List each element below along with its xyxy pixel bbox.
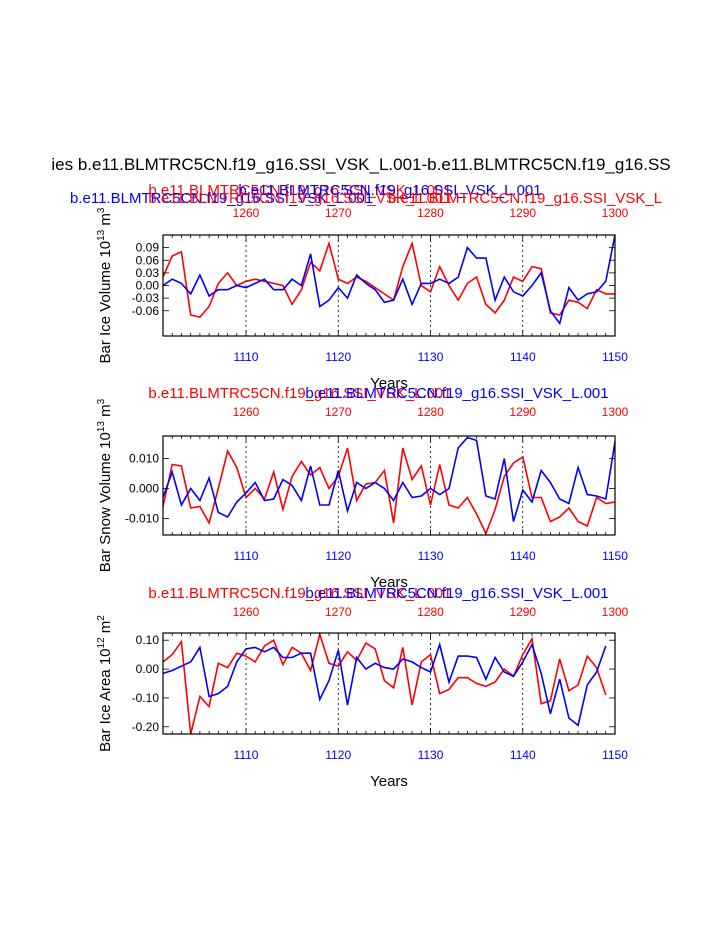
y-axis-label-exponent: 13 [96, 229, 107, 241]
top-tick-label: 1290 [509, 605, 536, 619]
x-tick-label: 1150 [602, 350, 628, 364]
x-tick-label: 1140 [510, 549, 536, 563]
top-tick-label: 1300 [602, 605, 629, 619]
panel-title-red: b.e11.BLMTRC5CN.f19_g16.SSI_VSK_L [388, 190, 662, 207]
y-axis-label-text: m [97, 213, 114, 230]
x-tick-label: 1110 [234, 350, 259, 364]
y-tick-label: 0.10 [136, 633, 160, 647]
series-line-red [162, 447, 616, 536]
top-tick-label: 1260 [233, 206, 260, 220]
chart-panel-3: 1110 1120 1130 1140 1150 1260 1270 1280 1290 1300… [96, 585, 629, 790]
series-line-blue [162, 641, 607, 727]
x-tick-label: 1120 [325, 549, 351, 563]
top-tick-label: 1260 [233, 605, 260, 619]
series-line-red [162, 631, 607, 735]
top-tick-label: 1270 [325, 405, 352, 419]
y-tick-label: 0.00 [136, 662, 160, 676]
y-axis-label-exponent: 3 [96, 207, 107, 213]
x-tick-label: 1140 [510, 748, 536, 762]
x-tick-label: 1150 [602, 748, 628, 762]
y-axis-label-exponent: 3 [96, 398, 107, 404]
panel-title: b.e11.BLMTRC5CN.f19_g16.SSI_VSK_L.001 [305, 585, 608, 602]
y-tick-label: 0.00 [136, 279, 160, 293]
panel-title: b.e11.BLMTRC5CN.f19_g16.SSI_VSK_L.001 [305, 385, 608, 402]
y-axis-label-exponent: 13 [96, 421, 107, 433]
top-tick-label: 1280 [417, 605, 444, 619]
x-tick-label: 1130 [418, 748, 444, 762]
y-tick-label: 0.000 [129, 482, 159, 496]
x-tick-label: 1130 [418, 549, 444, 563]
y-axis-label-text: Bar Ice Area 10 [97, 648, 114, 751]
x-tick-label: 1130 [418, 350, 444, 364]
y-axis-label-exponent: 2 [96, 615, 107, 621]
x-tick-label: 1120 [325, 350, 351, 364]
x-tick-label: 1140 [510, 350, 536, 364]
panel-title: b.e11.BLMTRC5CN.f19_g16.SSI_VSK_L.001 [148, 385, 451, 402]
x-tick-label: 1110 [234, 748, 259, 762]
y-axis-label: Bar Ice Volume 1013 m3 [96, 207, 114, 363]
top-tick-label: 1270 [325, 605, 352, 619]
top-tick-label: 1280 [417, 405, 444, 419]
panel-title: b.e11.BLMTRC5CN.f19_g16.SSI_VSK_L.001 [148, 190, 451, 207]
top-tick-label: 1290 [509, 206, 536, 220]
y-tick-label: -0.06 [132, 304, 160, 318]
series-line-blue [162, 234, 616, 326]
x-axis-label: Years [370, 773, 408, 790]
y-tick-label: 0.09 [136, 241, 160, 255]
y-tick-label: 0.010 [129, 452, 159, 466]
x-axis-label: Years [370, 574, 408, 591]
y-tick-label: -0.20 [132, 720, 160, 734]
y-tick-label: -0.010 [125, 512, 159, 526]
panel-title: b.e11.BLMTRC5CN.f19_g16.SSI_VSK_L.001 [238, 182, 541, 199]
top-tick-label: 1260 [233, 405, 260, 419]
chart-panel-1: 1110 1120 1130 1140 1150 1260 1270 1280 1290 1300… [70, 182, 662, 392]
top-tick-label: 1270 [325, 206, 352, 220]
top-tick-label: 1300 [602, 206, 629, 220]
y-axis-label-text: m [97, 404, 114, 421]
y-tick-label: 0.06 [136, 253, 160, 267]
top-tick-label: 1280 [417, 206, 444, 220]
panel-title-blue: b.e11.BLMTRC5CN.f19_g16.SSI_VSK_L.001 [70, 190, 373, 207]
plot-frame [162, 632, 616, 735]
y-axis-label: Bar Ice Area 1012 m2 [96, 615, 114, 752]
y-axis-label-text: Bar Ice Volume 10 [97, 241, 114, 364]
panel-title: b.e11.BLMTRC5CN.f19_g16.SSI_VSK_L.001 [148, 585, 451, 602]
x-tick-label: 1150 [602, 549, 628, 563]
x-axis-label: Years [370, 375, 408, 392]
top-tick-label: 1290 [509, 405, 536, 419]
chart-panel-2: 1110 1120 1130 1140 1150 1260 1270 1280 1290 1300… [96, 385, 629, 591]
x-tick-label: 1110 [234, 549, 259, 563]
y-tick-label: -0.10 [132, 691, 160, 705]
top-tick-label: 1300 [602, 405, 629, 419]
panel-title: b.e11.BLMTRC5CN.f19_g16.SSI_VSK_L.001 [148, 182, 451, 199]
page-title: ies b.e11.BLMTRC5CN.f19_g16.SSI_VSK_L.00… [51, 155, 670, 174]
series-line-red [162, 240, 615, 318]
y-axis-label-exponent: 12 [96, 637, 107, 649]
x-tick-label: 1120 [325, 748, 351, 762]
plot-frame [162, 234, 616, 337]
y-axis-label-text: m [97, 621, 114, 638]
plot-frame [162, 435, 616, 536]
y-tick-label: -0.03 [132, 291, 160, 305]
y-axis-label: Bar Snow Volume 1013 m3 [96, 398, 114, 572]
y-axis-label-text: Bar Snow Volume 10 [97, 432, 114, 572]
y-tick-label: 0.03 [136, 266, 160, 280]
series-line-blue [162, 436, 616, 522]
